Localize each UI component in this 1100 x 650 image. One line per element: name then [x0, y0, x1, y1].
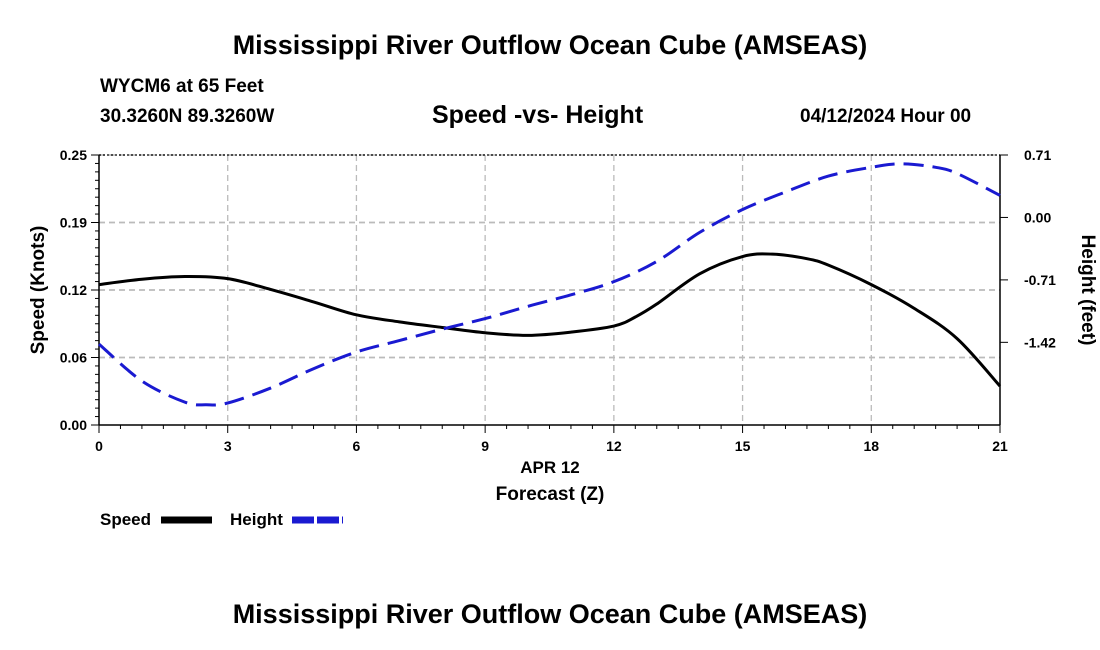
- coordinates-label: 30.3260N 89.3260W: [100, 106, 275, 127]
- y-axis-title: Speed (Knots): [28, 226, 49, 355]
- x-tick-label: 15: [735, 438, 751, 454]
- forecast-datetime: 04/12/2024 Hour 00: [800, 106, 972, 127]
- x-tick-label: 0: [95, 438, 103, 454]
- x-tick-label: 12: [606, 438, 622, 454]
- y2-tick-label: 0.71: [1024, 147, 1051, 163]
- x-tick-label: 3: [224, 438, 232, 454]
- legend-label-speed: Speed: [100, 510, 151, 529]
- x-tick-label: 9: [481, 438, 489, 454]
- y-tick-label: 0.12: [60, 282, 87, 298]
- y2-tick-label: -1.42: [1024, 334, 1056, 350]
- y2-tick-label: 0.00: [1024, 209, 1051, 225]
- y2-tick-label: -0.71: [1024, 272, 1056, 288]
- y2-axis-title: Height (feet): [1077, 235, 1098, 346]
- chart-subtitle: Speed -vs- Height: [432, 101, 644, 129]
- y-tick-label: 0.06: [60, 350, 87, 366]
- footer-title: Mississippi River Outflow Ocean Cube (AM…: [232, 599, 868, 629]
- station-label: WYCM6 at 65 Feet: [100, 76, 264, 97]
- y-tick-label: 0.19: [60, 215, 87, 231]
- x-tick-label: 6: [353, 438, 361, 454]
- x-tick-label: 21: [992, 438, 1008, 454]
- series-line-height: [98, 162, 1001, 407]
- y-tick-label: 0.25: [60, 147, 87, 163]
- x-axis-sublabel: APR 12: [520, 458, 580, 477]
- x-axis-title: Forecast (Z): [496, 484, 605, 505]
- y-tick-label: 0.00: [60, 417, 87, 433]
- series-line-speed: [98, 252, 1002, 388]
- chart-title: Mississippi River Outflow Ocean Cube (AM…: [232, 30, 868, 60]
- legend-label-height: Height: [230, 510, 283, 529]
- x-tick-label: 18: [863, 438, 879, 454]
